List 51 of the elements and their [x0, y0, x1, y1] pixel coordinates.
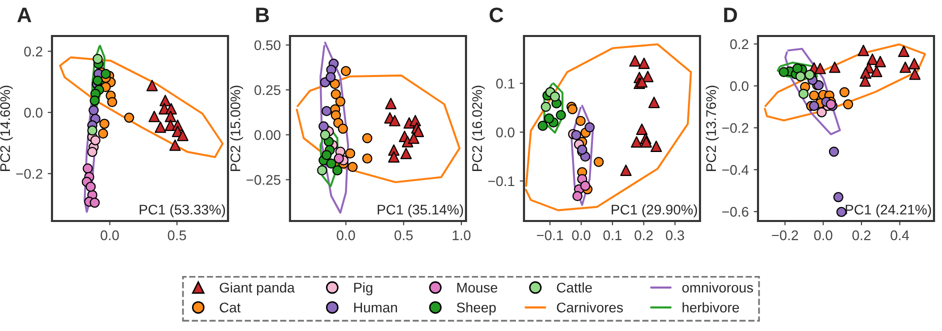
- legend-label: Cat: [220, 302, 241, 312]
- legend-label: Giant panda: [220, 282, 295, 296]
- x-tick-label: 0.0: [336, 230, 356, 240]
- legend-label: Carnivores: [556, 302, 623, 312]
- y-tick-label: 0.25: [254, 85, 280, 96]
- y-tick-label: 0.2: [730, 39, 748, 50]
- y-axis-title: PC2 (14.60%): [0, 86, 13, 171]
- y-tick-label: 0.2: [24, 46, 42, 56]
- chart-title: D: [724, 8, 737, 22]
- y-tick-label: 0.00: [254, 130, 280, 140]
- chart-title: A: [17, 8, 32, 22]
- legend-label: Human: [354, 302, 397, 312]
- y-tick-label: 0.0: [24, 108, 42, 118]
- x-tick-label: −0.1: [536, 230, 563, 240]
- x-tick-label: 0.5: [394, 230, 413, 240]
- y-tick-label: −0.6: [722, 206, 748, 217]
- y-axis-title: PC2 (16.02%): [472, 86, 485, 171]
- y-tick-label: 0.0: [496, 127, 514, 138]
- y-tick-label: 0.1: [496, 78, 514, 89]
- x-tick-label: 0.4: [890, 230, 910, 240]
- chart-title: C: [490, 8, 504, 22]
- y-axis-title: PC2 (13.76%): [706, 86, 719, 171]
- x-tick-label: 0.3: [666, 230, 684, 240]
- x-tick-label: 0.2: [852, 230, 870, 240]
- x-tick-label: 0.0: [814, 230, 832, 240]
- legend-label: omnivorous: [682, 282, 753, 293]
- legend-label: Cattle: [556, 282, 592, 293]
- x-tick-label: 0.2: [634, 230, 653, 240]
- x-axis-title: PC1 (29.90%): [612, 204, 697, 218]
- y-tick-label: −0.1: [488, 176, 514, 186]
- legend-label: herbivore: [682, 302, 739, 312]
- y-tick-label: 0.0: [730, 81, 748, 92]
- legend-label: Sheep: [456, 302, 496, 316]
- x-tick-label: 0.5: [168, 230, 186, 240]
- y-tick-label: −0.2: [722, 123, 748, 133]
- legend-label: Mouse: [457, 282, 498, 293]
- x-tick-label: 1.0: [452, 230, 470, 240]
- y-tick-label: −0.25: [246, 175, 280, 185]
- x-tick-label: 0.0: [572, 230, 590, 240]
- legend-label: Pig: [354, 282, 372, 296]
- x-tick-label: −0.2: [772, 230, 798, 240]
- y-axis-title: PC2 (15.00%): [230, 86, 244, 171]
- x-axis-title: PC1 (35.14%): [378, 204, 463, 218]
- x-tick-label: 0.1: [603, 230, 622, 240]
- x-axis-title: PC1 (24.21%): [846, 204, 931, 218]
- x-axis-title: PC1 (53.33%): [140, 204, 225, 218]
- y-tick-label: −0.4: [722, 165, 749, 175]
- y-tick-label: 0.50: [254, 40, 280, 50]
- y-tick-label: −0.2: [16, 168, 42, 179]
- chart-title: B: [256, 8, 269, 22]
- x-tick-label: 0.0: [100, 230, 119, 240]
